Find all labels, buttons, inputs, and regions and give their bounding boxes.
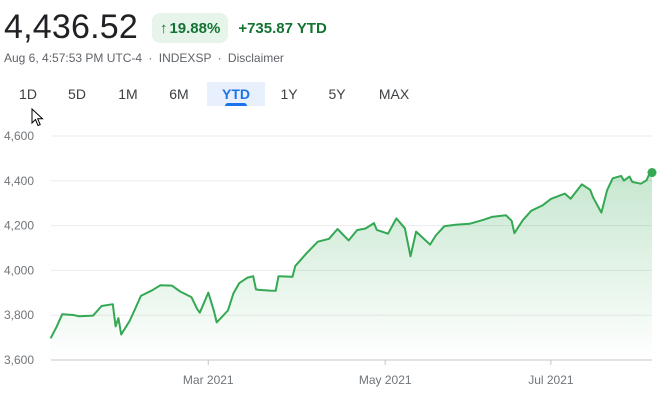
- price-area-fill: [51, 172, 652, 360]
- price-line: [50, 171, 653, 339]
- y-tick-label: 4,000: [4, 263, 34, 277]
- y-tick-label: 3,600: [4, 353, 34, 367]
- absolute-change: +735.87 YTD: [238, 19, 327, 37]
- current-price: 4,436.52: [4, 8, 138, 46]
- y-tick-label: 4,400: [4, 174, 34, 188]
- range-tab-ytd[interactable]: YTD: [207, 82, 265, 106]
- x-tick-label: Mar 2021: [183, 373, 234, 387]
- percent-change-value: 19.88%: [169, 19, 221, 37]
- range-tab-5d[interactable]: 5D: [68, 86, 86, 102]
- price-chart[interactable]: 3,600 3,800 4,000 4,200 4,400 4,600 Mar 2021 Ma…: [0, 118, 658, 405]
- timestamp: Aug 6, 4:57:53 PM UTC-4: [4, 51, 143, 65]
- range-tab-max[interactable]: MAX: [378, 86, 410, 102]
- last-price-dot: [647, 168, 657, 178]
- disclaimer-link[interactable]: Disclaimer: [227, 51, 284, 65]
- range-tab-6m[interactable]: 6M: [169, 86, 189, 102]
- y-tick-label: 4,600: [4, 129, 34, 143]
- x-tick-label: Jul 2021: [528, 373, 574, 387]
- quote-subline: Aug 6, 4:57:53 PM UTC-4 · INDEXSP · Disc…: [4, 51, 284, 65]
- x-tick-label: May 2021: [359, 373, 412, 387]
- range-tab-1d[interactable]: 1D: [19, 86, 37, 102]
- range-tab-1y[interactable]: 1Y: [280, 86, 298, 102]
- exchange-name: INDEXSP: [158, 51, 212, 65]
- range-tab-1m[interactable]: 1M: [118, 86, 138, 102]
- y-tick-label: 3,800: [4, 308, 34, 322]
- mouse-pointer-icon: [31, 108, 44, 127]
- range-tab-5y[interactable]: 5Y: [328, 86, 346, 102]
- percent-change-badge: ↑ 19.88%: [151, 13, 229, 43]
- separator: ·: [148, 51, 153, 65]
- arrow-up-icon: ↑: [159, 19, 168, 37]
- quote-header: 4,436.52 ↑ 19.88% +735.87 YTD: [4, 8, 327, 46]
- y-tick-label: 4,200: [4, 219, 34, 233]
- separator: ·: [217, 51, 222, 65]
